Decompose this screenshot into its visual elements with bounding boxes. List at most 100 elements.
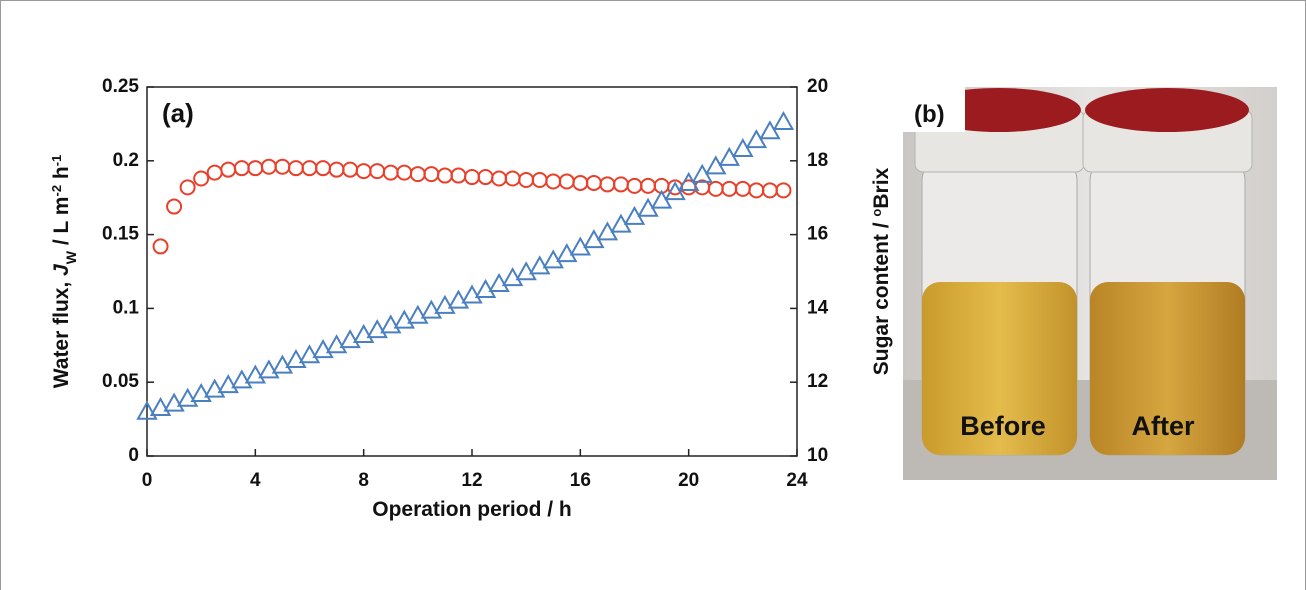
plot-area: 0 4 8 12 16 20 24 0 0.05 0.1 0.15 0.2 0.25 10 12 14 16 18… xyxy=(49,76,894,521)
marker xyxy=(206,164,223,181)
marker xyxy=(447,289,470,309)
marker xyxy=(450,167,467,184)
marker xyxy=(409,166,426,183)
photo-label: (b) xyxy=(914,101,945,128)
marker xyxy=(528,255,551,275)
marker xyxy=(298,344,321,364)
marker xyxy=(260,158,277,175)
marker xyxy=(474,278,497,298)
marker xyxy=(518,171,535,188)
marker xyxy=(707,180,724,197)
x-tick-label: 20 xyxy=(678,470,699,491)
marker xyxy=(312,339,334,359)
marker xyxy=(748,182,765,199)
marker xyxy=(163,392,185,412)
marker xyxy=(287,160,304,177)
label-box xyxy=(903,87,965,132)
marker xyxy=(626,177,643,194)
marker xyxy=(193,170,210,187)
marker xyxy=(396,164,413,181)
marker xyxy=(285,349,307,369)
marker xyxy=(271,354,294,374)
marker xyxy=(612,176,629,193)
marker xyxy=(369,163,386,180)
marker xyxy=(231,369,253,389)
marker xyxy=(328,161,345,178)
marker xyxy=(434,294,456,314)
y-axis-label: Water flux, JW / L m-2 h-1 xyxy=(49,155,80,389)
vial-right xyxy=(1082,88,1253,456)
marker xyxy=(734,180,751,197)
label-part: h xyxy=(50,166,73,185)
y2-tick-label: 14 xyxy=(807,297,829,318)
cap-seal xyxy=(1085,88,1249,132)
marker xyxy=(315,160,332,177)
marker xyxy=(203,378,226,398)
marker xyxy=(407,304,429,324)
y2-tick-label: 18 xyxy=(807,150,828,171)
label-part: J xyxy=(50,263,73,276)
y2-tick-label: 16 xyxy=(807,224,828,245)
marker xyxy=(558,173,575,190)
vial-label: Before xyxy=(960,411,1046,441)
marker xyxy=(301,160,318,177)
marker xyxy=(342,161,359,178)
marker xyxy=(572,174,589,191)
vial-left xyxy=(914,88,1085,456)
marker xyxy=(258,359,280,379)
x-tick-label: 24 xyxy=(786,470,808,491)
y2-tick-label: 20 xyxy=(807,76,828,97)
y-tick-label: 0.2 xyxy=(113,150,139,171)
marker xyxy=(152,238,169,255)
x-tick-label: 4 xyxy=(250,470,261,491)
vial-label: After xyxy=(1131,411,1194,441)
label-part: / L m xyxy=(50,197,73,251)
marker xyxy=(366,319,388,339)
marker xyxy=(149,396,172,417)
marker xyxy=(166,198,183,215)
marker xyxy=(585,174,602,191)
marker xyxy=(759,120,781,140)
y-tick-label: 0.05 xyxy=(102,371,139,392)
marker xyxy=(325,334,348,354)
x-tick-label: 16 xyxy=(570,470,591,491)
marker xyxy=(339,329,361,349)
y-tick-label: 0 xyxy=(128,445,139,466)
marker xyxy=(420,299,443,319)
label-part: Brix xyxy=(870,167,893,208)
annotation: (a) xyxy=(162,98,194,128)
marker xyxy=(382,164,399,181)
marker xyxy=(772,111,795,131)
y2-axis-label: Sugar content / oBrix xyxy=(869,167,894,375)
marker xyxy=(775,182,792,199)
y-tick-label: 0.15 xyxy=(102,224,139,245)
label-part: o xyxy=(869,209,884,217)
marker xyxy=(599,176,616,193)
x-tick-label: 0 xyxy=(142,470,153,491)
marker xyxy=(393,309,416,329)
marker xyxy=(220,161,237,178)
y-tick-label: 0.25 xyxy=(102,76,139,97)
marker xyxy=(464,169,480,186)
marker xyxy=(504,170,521,187)
marker xyxy=(721,180,738,197)
marker xyxy=(545,173,562,190)
y-tick-label: 0.1 xyxy=(113,297,140,318)
x-axis-label: Operation period / h xyxy=(372,498,572,521)
marker xyxy=(640,177,657,194)
plot-frame xyxy=(146,86,798,457)
marker xyxy=(488,273,510,293)
label-part: Sugar content / xyxy=(870,217,893,376)
marker xyxy=(247,160,264,177)
marker xyxy=(190,382,212,403)
marker xyxy=(491,170,508,187)
marker xyxy=(179,179,196,196)
y2-tick-label: 12 xyxy=(807,371,828,392)
marker xyxy=(380,314,402,334)
marker xyxy=(477,169,494,186)
marker xyxy=(436,167,453,184)
marker xyxy=(176,387,199,407)
marker xyxy=(501,267,524,287)
marker xyxy=(761,182,778,199)
